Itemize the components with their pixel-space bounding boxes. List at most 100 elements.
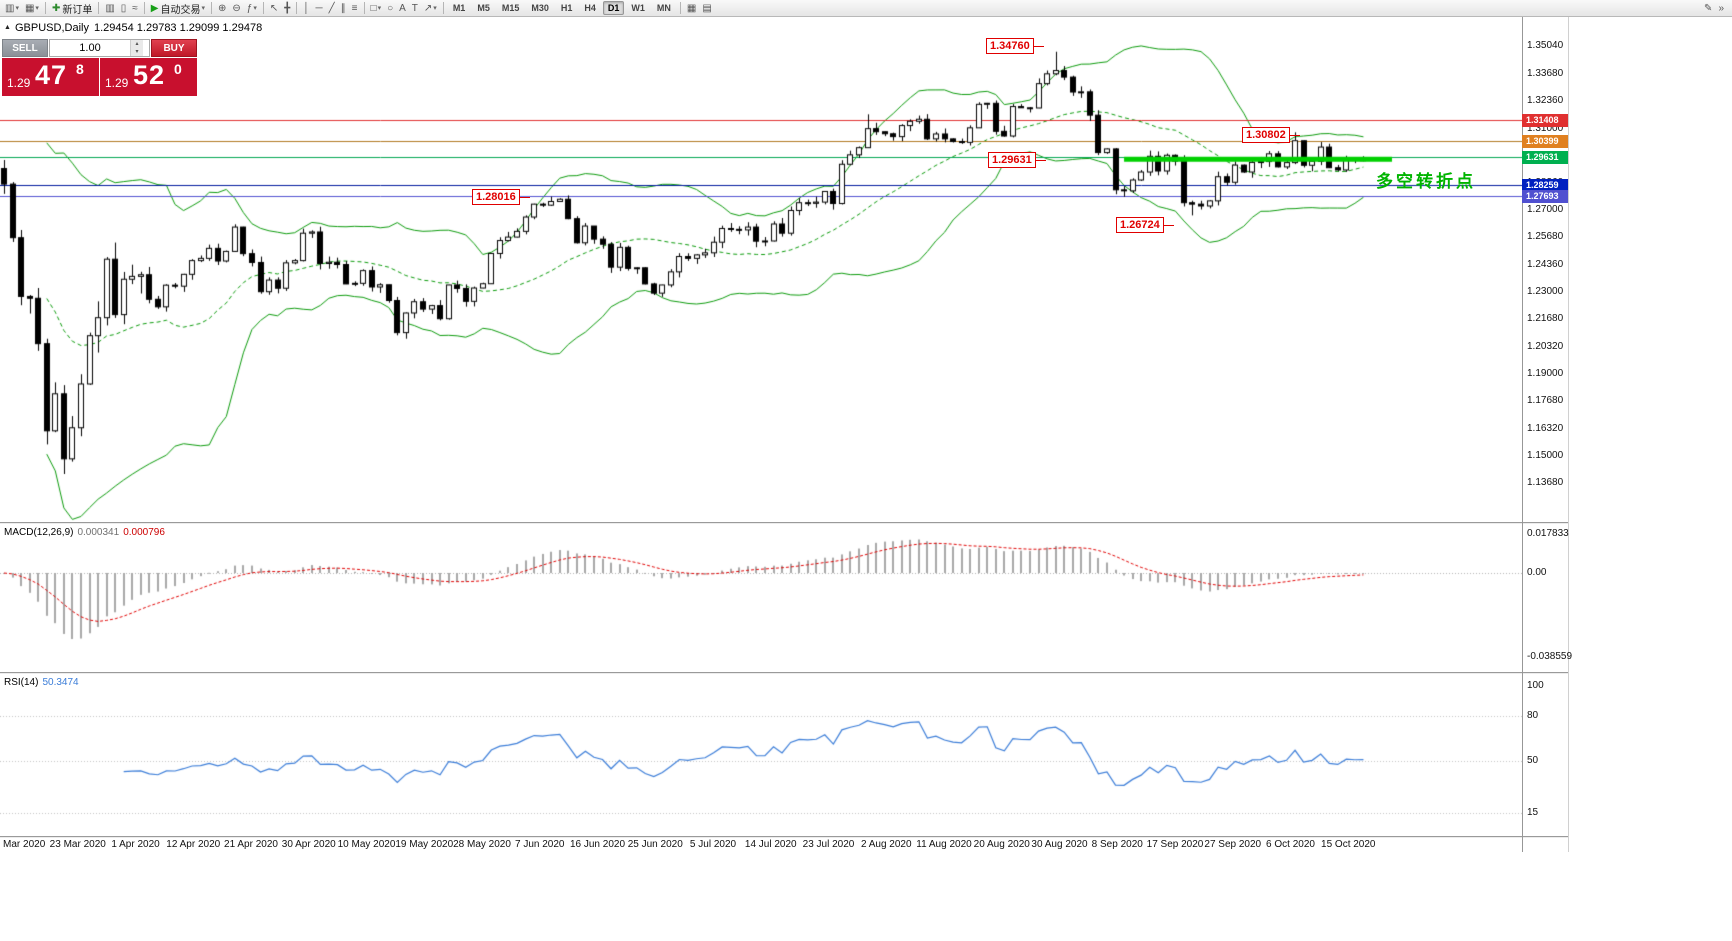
timeframe-m1-button[interactable]: M1: [452, 3, 466, 13]
price-tick: 1.32360: [1527, 94, 1564, 106]
text-label-button[interactable]: T: [410, 1, 420, 16]
indicators-button[interactable]: ƒ ▾: [245, 1, 259, 16]
rsi-tick: 80: [1527, 709, 1539, 721]
panel-separator[interactable]: [0, 836, 1568, 838]
chart-candles-button[interactable]: ▯: [119, 1, 129, 16]
toolbar-customize-button[interactable]: ✎: [1702, 1, 1714, 16]
timeframe-m15-button[interactable]: M15: [501, 3, 520, 13]
panel-separator[interactable]: [0, 522, 1568, 524]
buy-price-tile[interactable]: 1.29 52 0: [100, 58, 197, 96]
timeframe-w1-button[interactable]: W1: [631, 3, 645, 13]
toolbar-separator: [363, 2, 365, 14]
lot-size-input[interactable]: [50, 40, 130, 56]
chevron-down-icon: ▾: [35, 5, 39, 12]
autotrading-button[interactable]: ▶ 自动交易 ▾: [149, 1, 207, 16]
text-button[interactable]: A: [397, 1, 408, 16]
date-tick: 16 Jun 2020: [569, 839, 626, 850]
shapes-button[interactable]: □ ▾: [369, 1, 384, 16]
price-callout-label[interactable]: 1.28016: [472, 189, 530, 205]
crosshair-button[interactable]: ╋: [282, 1, 292, 16]
buy-button[interactable]: BUY: [151, 39, 197, 57]
price-tick: 1.27000: [1527, 204, 1564, 216]
chevron-down-icon: ▾: [377, 5, 382, 12]
horizontal-line-button[interactable]: ─: [314, 1, 325, 16]
cursor-icon: ↖: [269, 2, 279, 14]
price-callout-label[interactable]: 1.26724: [1116, 217, 1174, 233]
oneclick-collapse-icon[interactable]: ▲: [4, 24, 11, 31]
chevron-down-icon: ▾: [15, 5, 19, 12]
new-chart-button[interactable]: ▥ ▾: [3, 1, 21, 16]
trendline-button[interactable]: ╱: [327, 1, 337, 16]
timeframe-m30-button[interactable]: M30: [531, 3, 549, 13]
price-tick: 1.35040: [1527, 40, 1564, 51]
rsi-axis[interactable]: 100 80 50 15: [1522, 674, 1568, 836]
macd-axis[interactable]: 0.017833 0.00 -0.038559: [1522, 524, 1572, 672]
buy-price-figure: 1.29: [105, 76, 129, 90]
cascade-windows-button[interactable]: ▤: [700, 1, 713, 16]
price-line-tag: 1.30399: [1522, 134, 1568, 148]
timeframe-m5-button[interactable]: M5: [477, 3, 490, 13]
date-tick: 21 Apr 2020: [224, 839, 278, 850]
date-tick: 3 Mar 2020: [0, 839, 46, 850]
chart-bars-button[interactable]: ▥: [103, 1, 116, 16]
ohlc-values: 1.29454 1.29783 1.29099 1.29478: [93, 22, 263, 34]
price-tick: 1.16320: [1527, 422, 1564, 434]
price-callout-label[interactable]: 1.29631: [988, 152, 1046, 168]
timeframe-d1-button[interactable]: D1: [602, 1, 625, 15]
cascade-windows-icon: ▤: [702, 2, 712, 14]
rsi-tick: 50: [1527, 754, 1539, 766]
lot-decrease-button[interactable]: ▾: [130, 48, 143, 56]
equidistant-channel-button[interactable]: ∥: [339, 1, 348, 16]
chart-line-button[interactable]: ≈: [130, 1, 140, 16]
toolbar-separator: [44, 2, 46, 14]
tile-windows-button[interactable]: ▦: [685, 1, 698, 16]
price-tick: 1.19000: [1527, 368, 1564, 380]
ellipse-icon: ○: [387, 2, 394, 14]
sell-price-tile[interactable]: 1.29 47 8: [2, 58, 99, 96]
fibonacci-icon: ≡: [351, 2, 358, 14]
macd-tick: -0.038559: [1527, 651, 1573, 663]
one-click-trading-panel: SELL ▴ ▾ BUY 1.29 47 8 1.29: [2, 39, 197, 96]
profiles-button[interactable]: ▦ ▾: [23, 1, 41, 16]
macd-indicator-canvas[interactable]: [0, 524, 1522, 672]
toolbar-separator: [296, 2, 298, 14]
toolbar-more-button[interactable]: »: [1716, 1, 1726, 16]
date-tick: 17 Sep 2020: [1146, 839, 1204, 850]
bull-bear-turning-point-annotation[interactable]: 多空转折点: [1376, 172, 1476, 191]
zoom-in-button[interactable]: ⊕: [216, 1, 228, 16]
toolbar-customize-icon: ✎: [1704, 3, 1713, 14]
autotrading-icon: ▶: [150, 2, 159, 14]
macd-label: MACD(12,26,9) 0.000341 0.000796: [4, 527, 165, 538]
sell-button[interactable]: SELL: [2, 39, 48, 57]
arrows-button[interactable]: ↗ ▾: [422, 1, 439, 16]
date-tick: 10 May 2020: [337, 839, 396, 850]
macd-name: MACD(12,26,9): [4, 527, 74, 538]
toolbar-separator: [679, 2, 681, 14]
zoom-out-button[interactable]: ⊖: [230, 1, 242, 16]
rsi-value: 50.3474: [42, 677, 79, 688]
fibonacci-button[interactable]: ≡: [350, 1, 360, 16]
timeframe-mn-button[interactable]: MN: [656, 3, 671, 13]
date-tick: 14 Jul 2020: [744, 839, 797, 850]
timeframe-h4-button[interactable]: H4: [584, 3, 596, 13]
toolbar-separator: [98, 2, 100, 14]
price-tick: 1.13680: [1527, 477, 1564, 488]
date-tick: 23 Mar 2020: [49, 839, 106, 850]
date-tick: 30 Aug 2020: [1031, 839, 1088, 850]
new-order-button[interactable]: ✚ 新订单: [50, 1, 94, 16]
lot-increase-button[interactable]: ▴: [130, 40, 143, 48]
indicators-icon: ƒ: [246, 2, 253, 14]
ellipse-button[interactable]: ○: [385, 1, 395, 16]
price-axis[interactable]: 1.350401.336801.323601.310001.296801.283…: [1522, 17, 1568, 522]
price-chart-canvas[interactable]: [0, 17, 1522, 522]
panel-separator[interactable]: [0, 672, 1568, 674]
price-callout-label[interactable]: 1.30802: [1242, 127, 1300, 143]
vertical-line-button[interactable]: │: [301, 1, 311, 16]
rsi-indicator-canvas[interactable]: [0, 674, 1522, 836]
cursor-button[interactable]: ↖: [268, 1, 280, 16]
rsi-tick: 100: [1527, 680, 1544, 691]
timeframe-h1-button[interactable]: H1: [560, 3, 573, 13]
price-callout-label[interactable]: 1.34760: [986, 38, 1044, 54]
macd-signal-value: 0.000796: [123, 527, 165, 538]
